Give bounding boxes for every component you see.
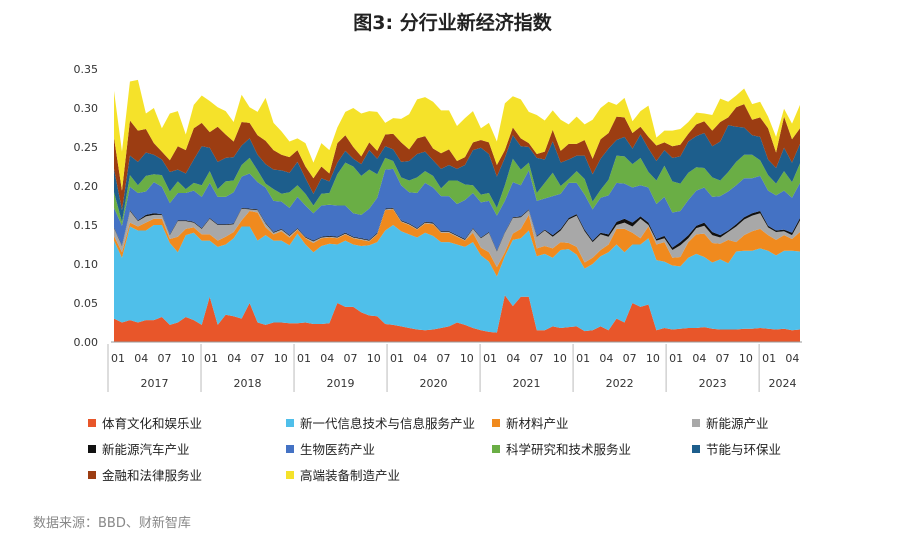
- legend-label: 体育文化和娱乐业: [102, 416, 203, 431]
- y-tick-label: 0.20: [74, 180, 99, 193]
- x-month-label: 01: [111, 352, 125, 365]
- x-month-label: 01: [669, 352, 683, 365]
- legend-swatch: [88, 418, 96, 427]
- x-month-label: 04: [413, 352, 427, 365]
- legend-swatch: [88, 470, 96, 479]
- area-series-1: [114, 295, 800, 342]
- legend-item: 生物医药产业: [286, 439, 375, 458]
- area-series-group: [114, 79, 800, 342]
- x-year-label: 2019: [327, 377, 355, 390]
- legend-swatch: [286, 444, 294, 453]
- x-month-label: 01: [762, 352, 776, 365]
- area-series-7: [114, 154, 800, 226]
- legend-label: 金融和法律服务业: [102, 468, 203, 483]
- legend-swatch: [692, 418, 700, 427]
- legend-label: 新一代信息技术与信息服务产业: [300, 416, 476, 431]
- x-year-label: 2017: [141, 377, 169, 390]
- x-month-label: 07: [716, 352, 730, 365]
- x-year-label: 2024: [769, 377, 797, 390]
- x-month-label: 04: [227, 352, 241, 365]
- x-month-label: 01: [297, 352, 311, 365]
- x-month-label: 10: [460, 352, 474, 365]
- legend-swatch: [286, 470, 294, 479]
- legend-swatch: [88, 444, 96, 453]
- x-month-label: 01: [390, 352, 404, 365]
- area-series-3: [114, 209, 800, 277]
- x-year-label: 2023: [699, 377, 727, 390]
- y-tick-label: 0.15: [74, 219, 99, 232]
- y-axis: 0.00 0.05 0.10 0.15 0.20 0.25 0.30 0.35: [74, 63, 99, 349]
- x-month-label: 07: [530, 352, 544, 365]
- legend-label: 新能源产业: [706, 416, 769, 431]
- x-axis: 01 04 07 10 01 04 07 10 01 04 07 10 01 04 07 10 01 04 07 10…: [107, 341, 802, 392]
- x-month-label: 10: [181, 352, 195, 365]
- x-month-label: 07: [437, 352, 451, 365]
- legend-item: 新材料产业: [492, 413, 569, 432]
- y-tick-label: 0.35: [74, 63, 99, 76]
- area-series-2: [114, 225, 800, 333]
- legend-item: 新能源产业: [692, 413, 769, 432]
- x-year-label: 2018: [234, 377, 262, 390]
- x-month-label: 04: [134, 352, 148, 365]
- legend-item: 体育文化和娱乐业: [88, 413, 202, 432]
- x-year-label: 2021: [513, 377, 541, 390]
- legend-label: 科学研究和技术服务业: [506, 442, 632, 457]
- x-month-label: 07: [251, 352, 265, 365]
- legend-swatch: [692, 444, 700, 453]
- x-month-label: 01: [483, 352, 497, 365]
- x-month-label: 04: [506, 352, 520, 365]
- legend-label: 节能与环保业: [706, 442, 782, 457]
- x-year-label: 2020: [420, 377, 448, 390]
- area-series-10: [114, 79, 800, 191]
- legend-swatch: [492, 418, 500, 427]
- x-month-label: 10: [553, 352, 567, 365]
- area-series-6: [114, 168, 800, 251]
- y-tick-label: 0.00: [74, 336, 99, 349]
- x-month-label: 07: [158, 352, 172, 365]
- legend-swatch: [286, 418, 294, 427]
- y-tick-label: 0.25: [74, 141, 99, 154]
- y-tick-label: 0.05: [74, 297, 99, 310]
- x-month-label: 10: [367, 352, 381, 365]
- x-month-label: 01: [576, 352, 590, 365]
- legend-item: 新能源汽车产业: [88, 439, 190, 458]
- area-series-8: [114, 125, 800, 222]
- x-month-label: 04: [320, 352, 334, 365]
- legend-item: 节能与环保业: [692, 439, 781, 458]
- y-tick-label: 0.10: [74, 258, 99, 271]
- x-month-label: 10: [739, 352, 753, 365]
- x-month-label: 10: [274, 352, 288, 365]
- legend-label: 高端装备制造产业: [300, 468, 401, 483]
- area-series-9: [114, 104, 800, 211]
- legend-swatch: [492, 444, 500, 453]
- x-year-label: 2022: [606, 377, 634, 390]
- legend-item: 高端装备制造产业: [286, 465, 400, 484]
- y-tick-label: 0.30: [74, 102, 99, 115]
- x-month-label: 04: [785, 352, 799, 365]
- x-month-label: 07: [344, 352, 358, 365]
- x-month-label: 07: [623, 352, 637, 365]
- legend-item: 科学研究和技术服务业: [492, 439, 631, 458]
- legend-label: 新材料产业: [506, 416, 569, 431]
- legend-item: 金融和法律服务业: [88, 465, 202, 484]
- legend-label: 新能源汽车产业: [102, 442, 190, 457]
- chart-title: 图3: 分行业新经济指数: [353, 12, 552, 34]
- x-month-label: 10: [646, 352, 660, 365]
- x-month-label: 01: [204, 352, 218, 365]
- legend-item: 新一代信息技术与信息服务产业: [286, 413, 475, 432]
- data-source-note: 数据来源：BBD、财新智库: [33, 516, 191, 531]
- x-month-label: 04: [692, 352, 706, 365]
- x-month-label: 04: [599, 352, 613, 365]
- legend-label: 生物医药产业: [300, 442, 376, 457]
